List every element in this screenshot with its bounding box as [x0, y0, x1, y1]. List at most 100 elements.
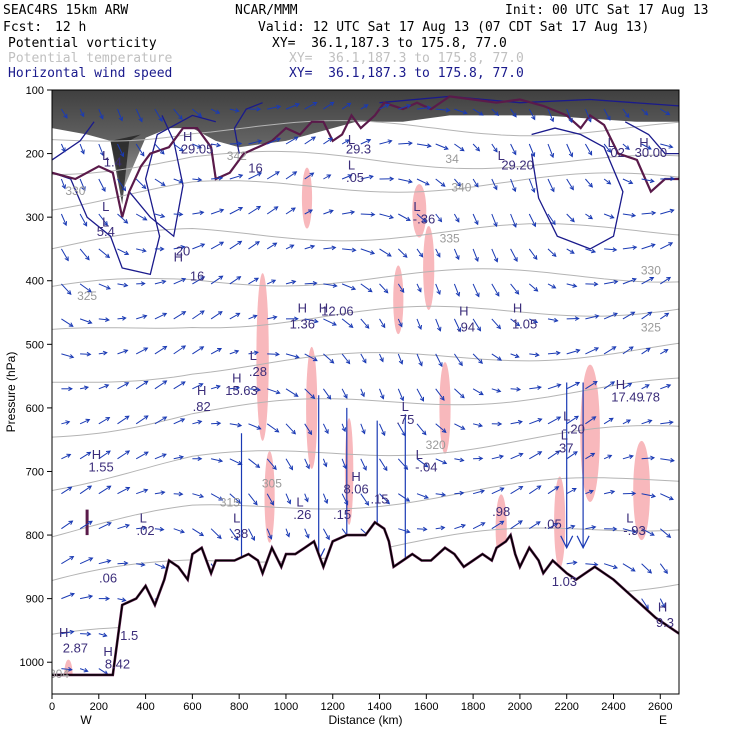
- contour-label: H: [319, 301, 328, 316]
- wind-vector: [641, 143, 652, 150]
- wind-vector: [248, 387, 262, 393]
- wind-vector: [304, 136, 316, 145]
- wind-vector: [117, 560, 129, 566]
- wind-vector: [135, 415, 149, 425]
- wind-vector: [660, 108, 671, 116]
- contour-label: L: [102, 215, 109, 230]
- wind-vector: [192, 346, 205, 355]
- wind-vector: [472, 489, 485, 495]
- wind-vector: [510, 353, 520, 359]
- contour-label: .26: [293, 507, 311, 522]
- wind-vector: [341, 388, 348, 399]
- wind-vector: [267, 388, 281, 395]
- y-tick-label: 300: [26, 212, 44, 224]
- contour-label: -.20: [562, 421, 584, 436]
- wind-vector: [454, 523, 466, 530]
- theta-label: 330: [641, 263, 661, 277]
- wind-vector: [566, 560, 578, 566]
- contour-label: 15.63: [225, 383, 258, 398]
- wind-vector: [229, 422, 243, 428]
- wind-vector: [510, 419, 523, 425]
- wind-vector: [491, 248, 499, 263]
- contour-label: H: [616, 377, 625, 392]
- wind-vector: [341, 283, 357, 291]
- wind-vector: [603, 381, 616, 390]
- positive-shade-patch: [306, 346, 318, 469]
- wind-vector: [136, 525, 148, 531]
- wind-vector: [322, 458, 328, 468]
- wind-vector: [454, 143, 465, 152]
- contour-label: L: [561, 428, 568, 443]
- theta-contour: [52, 305, 679, 330]
- wind-vector: [323, 245, 337, 251]
- wind-vector: [60, 143, 66, 153]
- wind-vector: [641, 493, 657, 499]
- wind-vector: [566, 381, 581, 390]
- wind-vector: [154, 563, 166, 569]
- x-tick-label: 1400: [367, 701, 391, 713]
- contour-label: 1.4: [104, 154, 122, 169]
- wind-vector: [61, 592, 75, 600]
- wind-vector: [79, 143, 85, 155]
- wind-vector: [98, 416, 111, 425]
- contour-label: 16: [190, 269, 204, 284]
- wind-vector: [98, 248, 111, 259]
- contour-label: H: [103, 644, 112, 659]
- wind-vector: [173, 211, 184, 217]
- contour-label: 1.03: [552, 574, 577, 589]
- contour-label: 9.3: [656, 615, 674, 630]
- wind-vector: [98, 596, 111, 601]
- wind-vector: [341, 423, 347, 433]
- wind-vector: [566, 283, 578, 288]
- wind-vector: [454, 490, 465, 496]
- wind-vector: [154, 490, 166, 495]
- wind-vector: [322, 388, 332, 400]
- x-tick-label: 1600: [414, 701, 438, 713]
- wind-vector: [435, 213, 443, 223]
- wind-vector: [379, 176, 395, 182]
- wind-vector: [585, 525, 597, 530]
- wind-vector: [416, 423, 427, 436]
- wind-vector: [304, 493, 309, 503]
- wind-vector: [622, 346, 634, 355]
- wind-vector: [547, 108, 555, 123]
- wind-vector: [210, 458, 224, 463]
- wind-vector: [435, 178, 446, 187]
- wind-vector: [491, 108, 500, 117]
- org-name: NCAR/MMM: [235, 3, 298, 18]
- wind-vector: [117, 213, 129, 224]
- wind-vector: [341, 102, 352, 110]
- wind-vector: [304, 423, 313, 436]
- contour-label: L: [498, 148, 505, 163]
- wind-vector: [528, 108, 536, 121]
- wind-vector: [98, 108, 104, 120]
- wind-vector: [117, 486, 131, 495]
- wind-vector: [117, 143, 125, 158]
- wind-vector: [135, 108, 143, 123]
- wind-vector: [528, 213, 537, 228]
- wind-vector: [398, 493, 411, 502]
- wind-vector: [622, 277, 637, 285]
- wind-vector: [117, 316, 127, 321]
- wind-vector: [547, 383, 562, 390]
- wind-vector: [472, 318, 482, 332]
- y-tick-label: 600: [26, 403, 44, 415]
- contour-label: H: [459, 304, 468, 319]
- wind-vector: [584, 143, 593, 156]
- contour-label: .02: [607, 145, 625, 160]
- y-tick-label: 100: [26, 85, 44, 97]
- wind-vector: [117, 597, 127, 603]
- contour-label: .78: [642, 390, 660, 405]
- wind-vector: [660, 349, 669, 355]
- wind-vector: [323, 101, 335, 110]
- wind-vector: [79, 520, 93, 530]
- wind-vector: [248, 277, 260, 285]
- legend-theta-name: Potential temperature: [8, 51, 173, 66]
- x-tick-label: 400: [136, 701, 154, 713]
- wind-vector: [398, 140, 413, 146]
- wind-vector: [585, 416, 597, 425]
- wind-vector: [435, 353, 443, 368]
- wind-vector: [491, 388, 502, 393]
- wind-vector: [229, 108, 240, 113]
- wind-vector: [98, 450, 111, 460]
